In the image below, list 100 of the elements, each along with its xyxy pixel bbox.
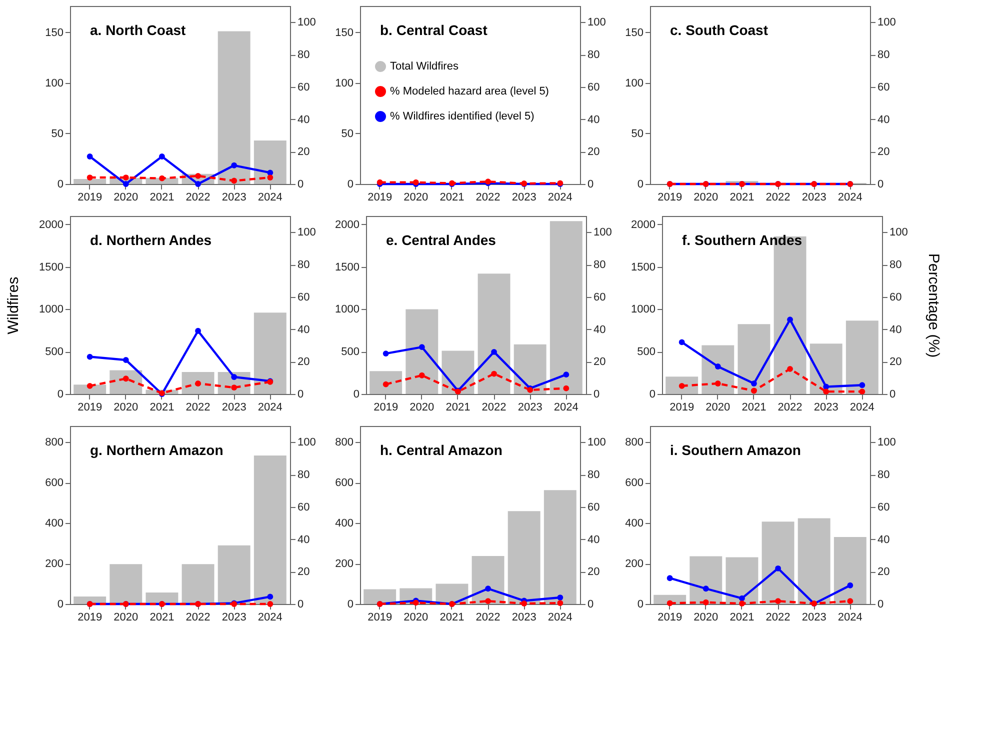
bar (478, 274, 510, 394)
point (714, 364, 721, 370)
x-tick-label: 2024 (838, 192, 862, 204)
x-tick-label: 2022 (476, 612, 500, 624)
point (382, 381, 389, 388)
y-tick-label: 1000 (335, 304, 360, 316)
y-axis-title: Wildfires (5, 276, 22, 334)
point (557, 600, 564, 606)
x-tick-label: 2023 (814, 402, 838, 414)
bar (110, 564, 142, 604)
y2-tick-label: 40 (890, 324, 902, 336)
x-tick-label: 2020 (114, 192, 138, 204)
bar (254, 140, 286, 184)
x-tick-label: 2020 (404, 612, 428, 624)
x-tick-label: 2021 (446, 402, 470, 414)
y2-tick-label: 0 (298, 178, 304, 190)
y-tick-label: 400 (45, 518, 64, 530)
y-tick-label: 500 (637, 346, 656, 358)
x-tick-label: 2020 (114, 402, 138, 414)
y-tick-label: 800 (625, 436, 644, 449)
point (702, 586, 709, 592)
text: f. Southern Andes (682, 232, 802, 248)
y2-tick-label: 100 (298, 16, 316, 29)
text: a. North Coast (90, 22, 186, 38)
point (231, 162, 238, 168)
y2-tick-label: 0 (298, 598, 304, 610)
point (859, 388, 866, 395)
point (382, 350, 389, 356)
x-tick-label: 2022 (186, 612, 210, 624)
x-tick-label: 2021 (742, 402, 766, 414)
y2-tick-label: 60 (588, 81, 600, 94)
point (666, 600, 673, 606)
x-tick-label: 2019 (78, 402, 102, 414)
point (557, 594, 564, 600)
bar (544, 490, 576, 604)
x-tick-label: 2019 (368, 612, 392, 624)
point (563, 385, 570, 392)
x-tick-label: 2024 (850, 402, 874, 414)
y2-tick-label: 100 (594, 226, 612, 239)
point (751, 380, 757, 386)
point (195, 380, 201, 386)
y-tick-label: 0 (637, 598, 644, 610)
y2-tick-label: 40 (588, 114, 600, 126)
x-tick-label: 2024 (838, 612, 862, 624)
point (491, 370, 497, 377)
y2-tick-label: 80 (588, 49, 600, 62)
y-tick-label: 0 (347, 178, 354, 190)
y2-tick-label: 20 (878, 146, 890, 158)
y2-tick-label: 80 (298, 49, 310, 62)
y2-tick-label: 40 (298, 114, 310, 126)
y2-tick-label: 80 (878, 49, 890, 62)
bar (846, 320, 878, 394)
y-tick-label: 1500 (631, 261, 656, 274)
y-tick-label: 400 (625, 518, 644, 530)
x-tick-label: 2019 (374, 402, 398, 414)
point (122, 174, 129, 180)
y2-tick-label: 0 (890, 388, 896, 400)
bar (514, 344, 546, 394)
bar (182, 372, 214, 394)
y2-axis-title: Percentage (%) (924, 253, 942, 358)
point (159, 154, 165, 160)
y2-tick-label: 0 (588, 178, 594, 190)
y-tick-label: 800 (335, 436, 354, 449)
bar (218, 545, 250, 604)
y2-tick-label: 40 (298, 324, 310, 336)
y2-tick-label: 40 (878, 534, 890, 546)
y-tick-label: 2000 (39, 218, 64, 231)
y-tick-label: 200 (625, 558, 644, 570)
point (702, 599, 709, 606)
y-tick-label: 0 (353, 388, 360, 400)
x-tick-label: 2022 (778, 402, 802, 414)
x-tick-label: 2023 (512, 612, 536, 624)
text: c. South Coast (670, 22, 768, 38)
point (714, 380, 721, 386)
x-tick-label: 2024 (548, 612, 572, 624)
y-tick-label: 0 (649, 388, 656, 400)
x-tick-label: 2021 (150, 402, 174, 414)
x-tick-label: 2019 (368, 192, 392, 204)
point (521, 600, 528, 606)
x-tick-label: 2024 (258, 612, 282, 624)
point (666, 575, 673, 582)
point (159, 175, 165, 182)
y-tick-label: 100 (45, 77, 64, 90)
y-tick-label: 50 (631, 128, 644, 140)
bar (254, 312, 286, 394)
point (739, 595, 745, 602)
point (195, 181, 201, 187)
y2-tick-label: 100 (588, 16, 606, 29)
x-tick-label: 2020 (706, 402, 730, 414)
point (231, 384, 238, 390)
y2-tick-label: 20 (298, 146, 310, 158)
y-tick-label: 150 (625, 26, 644, 39)
y-tick-label: 100 (625, 77, 644, 90)
text: h. Central Amazon (380, 442, 502, 458)
y2-tick-label: 60 (588, 501, 600, 514)
y2-tick-label: 60 (298, 81, 310, 94)
point (231, 374, 238, 380)
y2-tick-label: 60 (890, 291, 902, 304)
x-tick-label: 2021 (730, 612, 754, 624)
y2-tick-label: 40 (594, 324, 606, 336)
